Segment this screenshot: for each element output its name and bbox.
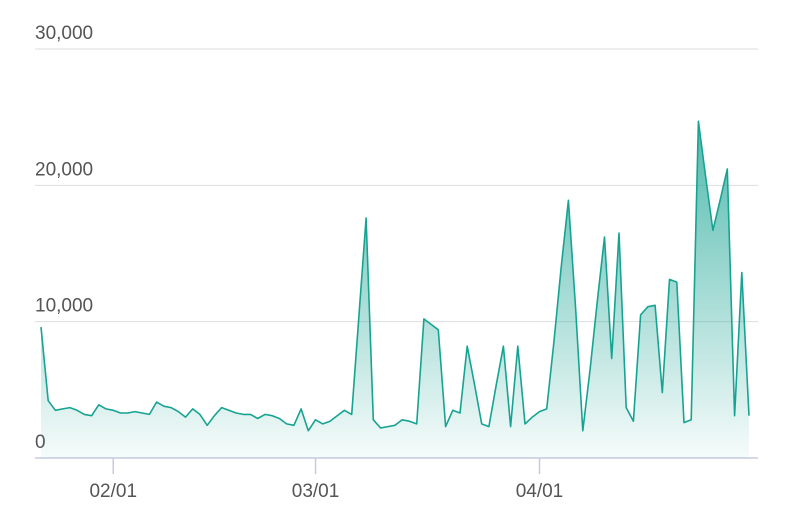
y-tick-label: 20,000 bbox=[35, 159, 93, 180]
x-tick-label: 03/01 bbox=[292, 481, 340, 502]
y-tick-label: 10,000 bbox=[35, 296, 93, 317]
y-tick-label: 30,000 bbox=[35, 23, 93, 44]
y-tick-label: 0 bbox=[35, 432, 46, 453]
area-fill bbox=[41, 121, 749, 459]
line bbox=[40, 120, 750, 432]
x-tick-label: 02/01 bbox=[89, 481, 137, 502]
x-tick-label: 04/01 bbox=[516, 481, 564, 502]
